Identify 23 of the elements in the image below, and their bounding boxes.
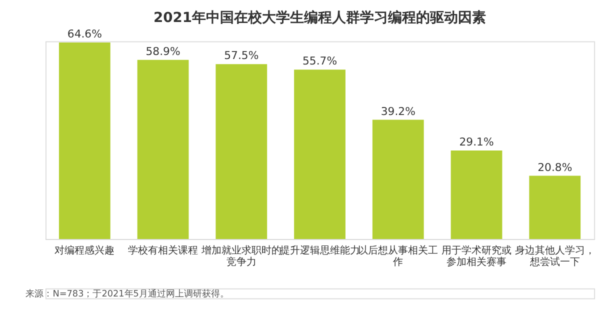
x-tick-label: 增加就业求职时的竞争力 <box>200 244 282 268</box>
data-label: 58.9% <box>146 44 180 58</box>
chart-title: 2021年中国在校大学生编程人群学习编程的驱动因素 <box>154 8 486 26</box>
x-tick-label: 用于学术研究或参加相关赛事 <box>442 244 512 268</box>
source-note: 来源：N=783；于2021年5月通过网上调研获得。 <box>26 288 229 300</box>
data-label: 39.2% <box>380 104 416 118</box>
x-tick-label: 对编程感兴趣 <box>54 244 115 256</box>
bar <box>450 150 502 239</box>
bar <box>372 120 424 239</box>
bar <box>137 60 189 239</box>
data-label: 29.1% <box>459 136 494 149</box>
x-tick-label: 身边其他人学习，想尝试一下 <box>514 244 595 268</box>
data-label: 20.8% <box>538 160 572 174</box>
data-label: 64.6% <box>67 28 102 41</box>
bar <box>216 64 268 239</box>
data-label: 55.7% <box>302 54 338 68</box>
bar <box>529 176 581 239</box>
x-tick-label: 提升逻辑思维能力 <box>280 244 360 256</box>
data-label: 57.5% <box>224 49 259 62</box>
x-tick-label: 以后想从事相关工作 <box>358 244 438 268</box>
bar <box>58 42 110 239</box>
bar <box>294 70 346 239</box>
x-tick-label: 学校有相关课程 <box>128 244 198 256</box>
